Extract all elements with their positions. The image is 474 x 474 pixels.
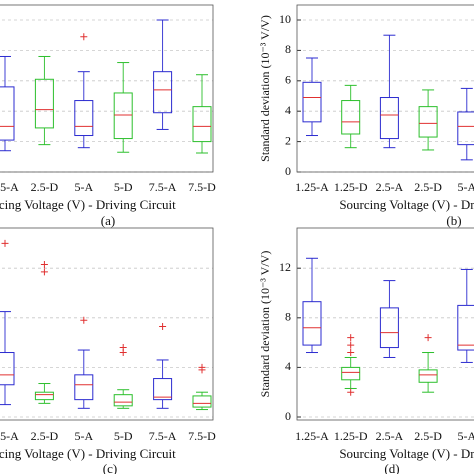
box (418, 369, 438, 383)
x-tick-label: 2.5-D (414, 429, 442, 443)
outlier (424, 334, 432, 342)
x-tick-label: 2.5-A (376, 429, 404, 443)
x-tick-label: 7.5-D (188, 180, 216, 194)
plot-frame (296, 4, 474, 173)
panel-label: (a) (101, 213, 115, 228)
box (379, 307, 399, 349)
x-tick-label: 5-A (74, 429, 93, 443)
box (192, 106, 212, 143)
x-tick-label: 5-A (457, 429, 474, 443)
x-tick-label: 5-A (457, 180, 474, 194)
outlier (347, 388, 355, 396)
outlier (40, 260, 48, 268)
plot-frame (0, 227, 214, 421)
y-tick-label: 8 (285, 42, 291, 56)
x-tick-label: 2.5-A (0, 429, 19, 443)
outlier (347, 341, 355, 349)
y-tick-label: 12 (279, 260, 291, 274)
x-tick-label: 2.5-D (414, 180, 442, 194)
outlier (347, 334, 355, 342)
x-tick-label: 2.5-D (31, 180, 59, 194)
outlier (159, 322, 167, 330)
x-tick-label: 1.25-D (334, 429, 368, 443)
box (113, 394, 133, 407)
box (34, 78, 54, 129)
x-tick-label: 5-D (114, 429, 133, 443)
outlier (347, 349, 355, 357)
x-axis-label: Sourcing Voltage (V) - Driving Circuit (339, 197, 474, 212)
panel-label: (c) (103, 461, 117, 474)
box (153, 378, 173, 401)
box (302, 301, 322, 346)
x-tick-label: 7.5-A (149, 180, 177, 194)
y-tick-label: 0 (285, 164, 291, 178)
x-axis-label: Sourcing Voltage (V) - Driving Circuit (339, 446, 474, 461)
panel-label: (d) (384, 461, 399, 474)
x-tick-label: 2.5-A (376, 180, 404, 194)
box (457, 111, 474, 146)
box (74, 374, 94, 401)
box (341, 100, 361, 135)
outlier (198, 366, 206, 374)
box (153, 71, 173, 114)
box (113, 92, 133, 140)
x-tick-label: 1.25-A (295, 180, 329, 194)
box (341, 366, 361, 381)
y-axis-label: Standard deviation (10⁻³ V/V) (258, 15, 272, 162)
plot-frame (0, 4, 214, 173)
y-tick-label: 2 (285, 133, 291, 147)
y-axis-label: Standard deviation (10⁻³ V/V) (258, 251, 272, 398)
box (74, 100, 94, 137)
box (34, 391, 54, 401)
x-tick-label: 2.5-A (0, 180, 19, 194)
plot-frame (296, 227, 474, 421)
y-tick-label: 0 (285, 409, 291, 423)
outlier (80, 316, 88, 324)
x-axis-label: Sourcing Voltage (V) - Driving Circuit (0, 446, 176, 461)
box (192, 395, 212, 408)
box (418, 106, 438, 138)
outlier (40, 268, 48, 276)
x-tick-label: 1.25-A (295, 429, 329, 443)
y-tick-label: 4 (285, 103, 291, 117)
box (457, 304, 474, 351)
x-tick-label: 5-D (114, 180, 133, 194)
box (302, 81, 322, 123)
x-tick-label: 7.5-D (188, 429, 216, 443)
x-axis-label: Sourcing Voltage (V) - Driving Circuit (0, 197, 176, 212)
x-tick-label: 5-A (74, 180, 93, 194)
y-tick-label: 4 (285, 359, 291, 373)
outlier (80, 33, 88, 41)
x-tick-label: 7.5-A (149, 429, 177, 443)
y-tick-label: 8 (285, 310, 291, 324)
panel-label: (b) (446, 213, 461, 228)
y-tick-label: 6 (285, 73, 291, 87)
box (379, 97, 399, 140)
x-tick-label: 2.5-D (31, 429, 59, 443)
outlier (119, 349, 127, 357)
box (0, 352, 15, 386)
box (0, 86, 15, 141)
x-tick-label: 1.25-D (334, 180, 368, 194)
outlier (1, 239, 9, 247)
y-tick-label: 10 (279, 12, 291, 26)
